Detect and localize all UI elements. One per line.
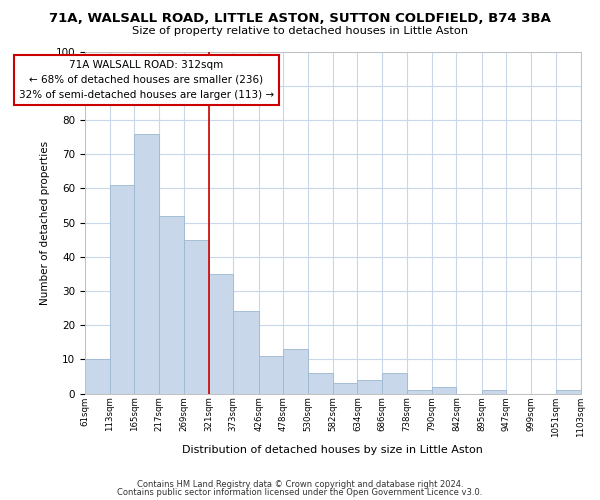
Text: Contains HM Land Registry data © Crown copyright and database right 2024.: Contains HM Land Registry data © Crown c… — [137, 480, 463, 489]
Bar — [482, 390, 506, 394]
X-axis label: Distribution of detached houses by size in Little Aston: Distribution of detached houses by size … — [182, 445, 483, 455]
Bar — [134, 134, 159, 394]
Bar — [382, 373, 407, 394]
Text: Contains public sector information licensed under the Open Government Licence v3: Contains public sector information licen… — [118, 488, 482, 497]
Bar — [259, 356, 283, 394]
Bar — [358, 380, 382, 394]
Bar — [85, 360, 110, 394]
Bar — [209, 274, 233, 394]
Bar — [407, 390, 431, 394]
Bar — [159, 216, 184, 394]
Bar — [184, 240, 209, 394]
Bar — [110, 185, 134, 394]
Text: Size of property relative to detached houses in Little Aston: Size of property relative to detached ho… — [132, 26, 468, 36]
Y-axis label: Number of detached properties: Number of detached properties — [40, 140, 50, 304]
Bar — [333, 384, 358, 394]
Bar — [431, 386, 457, 394]
Bar — [308, 373, 333, 394]
Bar — [283, 349, 308, 394]
Text: 71A, WALSALL ROAD, LITTLE ASTON, SUTTON COLDFIELD, B74 3BA: 71A, WALSALL ROAD, LITTLE ASTON, SUTTON … — [49, 12, 551, 26]
Bar — [233, 312, 259, 394]
Text: 71A WALSALL ROAD: 312sqm
← 68% of detached houses are smaller (236)
32% of semi-: 71A WALSALL ROAD: 312sqm ← 68% of detach… — [19, 60, 274, 100]
Bar — [556, 390, 581, 394]
